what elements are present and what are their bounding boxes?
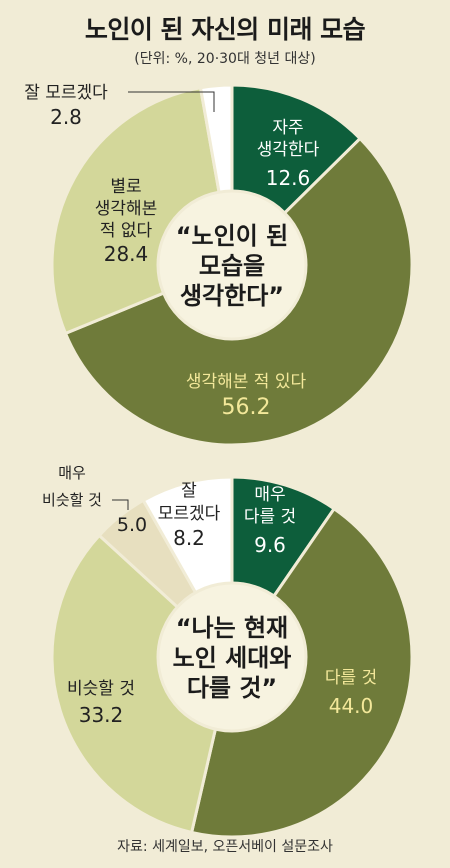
slice-value: 28.4	[104, 242, 149, 266]
slice-value: 8.2	[173, 526, 205, 550]
slice-value: 56.2	[222, 395, 271, 420]
slice-value: 2.8	[50, 105, 82, 129]
slice-label: 잘	[181, 481, 197, 501]
source-note: 자료: 세계일보, 오픈서베이 설문조사	[117, 839, 333, 855]
slice-label: 모르겠다	[158, 504, 221, 524]
slice-label: 비슷할 것	[67, 679, 135, 699]
slice-value: 9.6	[254, 533, 286, 557]
slice-label: 별로	[110, 177, 141, 197]
pie-center-label: “노인이 된	[176, 222, 288, 250]
chart-title: 노인이 된 자신의 미래 모습	[84, 15, 366, 44]
slice-label: 매우	[254, 485, 285, 505]
chart-subtitle: (단위: %, 20·30대 청년 대상)	[134, 51, 316, 67]
slice-label: 생각해본 적 있다	[186, 372, 307, 392]
pie-center-label: 생각한다”	[180, 282, 284, 310]
slice-label: 비슷할 것	[42, 491, 102, 509]
slice-label: 적 없다	[100, 221, 153, 241]
slice-value: 12.6	[266, 166, 311, 190]
leader-line	[112, 499, 129, 510]
leader-line	[128, 91, 215, 112]
pie-center-label: 다를 것”	[187, 674, 277, 702]
pie-center-label: 모습을	[199, 252, 265, 280]
slice-label: 생각한다	[257, 140, 320, 160]
pie-slice	[50, 533, 234, 835]
slice-value: 33.2	[79, 703, 124, 727]
slice-label: 잘 모르겠다	[24, 83, 108, 103]
pie-center-label: 노인 세대와	[173, 644, 292, 672]
pie-center-label: “나는 현재	[176, 614, 288, 642]
slice-value: 5.0	[117, 514, 147, 536]
slice-label: 다를 것	[325, 668, 377, 688]
pie-center-circle	[156, 581, 308, 733]
slice-value: 44.0	[329, 694, 374, 718]
slice-label: 매우	[58, 464, 86, 482]
slice-label: 자주	[272, 118, 303, 138]
slice-label: 생각해본	[95, 199, 158, 219]
slice-label: 다를 것	[244, 507, 296, 527]
pie-center-circle	[156, 189, 308, 341]
